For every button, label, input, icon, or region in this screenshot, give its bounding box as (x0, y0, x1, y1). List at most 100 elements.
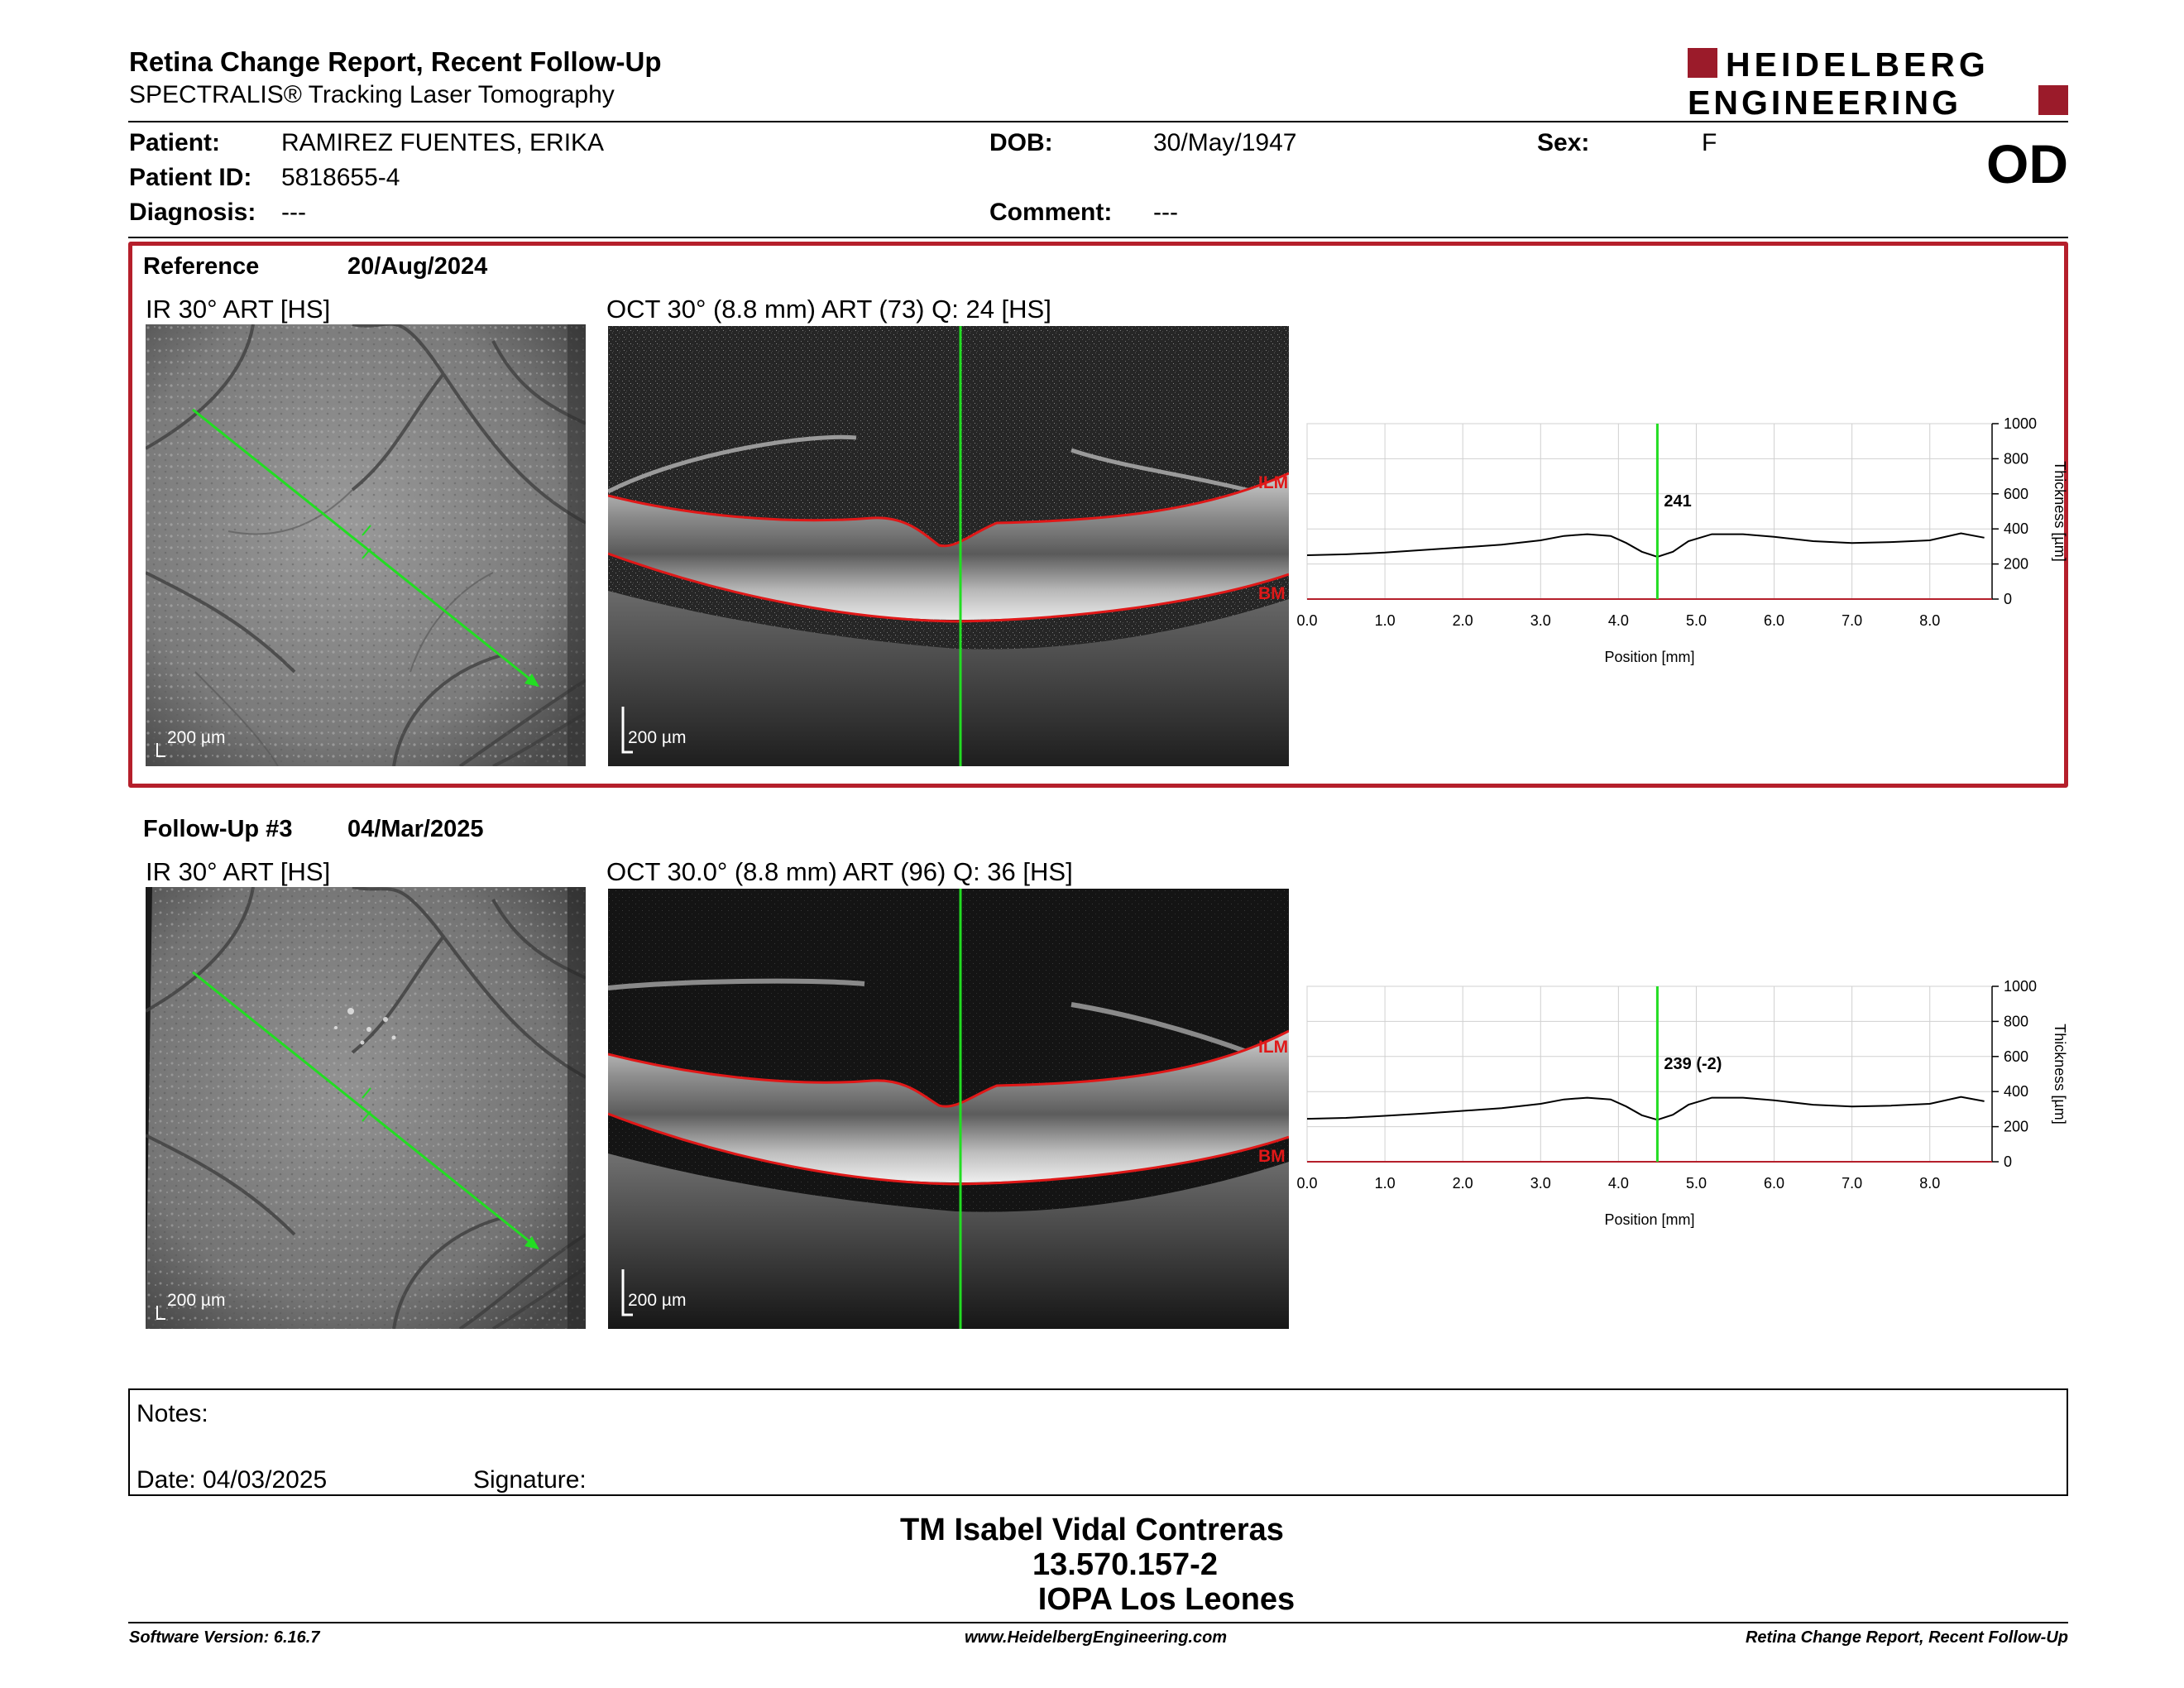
y-axis-label: Thickness [µm] (2052, 1024, 2068, 1124)
y-tick-label: 1000 (2004, 415, 2037, 432)
bm-label: BM (1258, 584, 1286, 603)
reference-label: Reference (143, 253, 260, 280)
y-tick-label: 0 (2004, 1153, 2012, 1170)
notes-date: Date: 04/03/2025 (136, 1466, 328, 1494)
bm-label: BM (1258, 1147, 1286, 1166)
reference-ir-scale: 200 µm (167, 728, 226, 747)
x-tick-label: 4.0 (1608, 1175, 1629, 1192)
x-tick-label: 7.0 (1842, 612, 1862, 629)
patient-id-label: Patient ID: (129, 164, 252, 191)
scale-bar-icon (156, 743, 165, 757)
y-tick-label: 400 (2004, 1083, 2028, 1100)
ilm-line (608, 472, 1289, 548)
x-tick-label: 5.0 (1686, 612, 1707, 629)
x-tick-label: 2.0 (1453, 612, 1473, 629)
signer-id: 13.570.157-2 (1032, 1547, 1218, 1582)
bm-line (608, 552, 1289, 623)
ilm-label: ILM (1258, 473, 1289, 492)
scale-bar-icon (156, 1306, 165, 1320)
y-tick-label: 800 (2004, 1013, 2028, 1029)
x-tick-label: 1.0 (1375, 612, 1396, 629)
heidelberg-logo: HEIDELBERG ENGINEERING (1688, 46, 2068, 117)
reference-date: 20/Aug/2024 (347, 253, 488, 280)
scale-bar-icon (621, 1269, 633, 1316)
diagnosis-value: --- (281, 199, 306, 226)
x-axis-label: Position [mm] (1604, 1211, 1694, 1228)
x-tick-label: 5.0 (1686, 1175, 1707, 1192)
followup-label: Follow-Up #3 (143, 816, 293, 842)
y-tick-label: 600 (2004, 486, 2028, 502)
y-tick-label: 200 (2004, 1119, 2028, 1135)
y-tick-label: 600 (2004, 1048, 2028, 1065)
x-tick-label: 7.0 (1842, 1175, 1862, 1192)
thickness-value-label: 239 (-2) (1664, 1055, 1722, 1073)
x-tick-label: 4.0 (1608, 612, 1629, 629)
notes-label: Notes: (136, 1400, 208, 1427)
website-link[interactable]: www.HeidelbergEngineering.com (965, 1628, 1228, 1647)
thickness-series-line (1306, 532, 1985, 558)
y-tick-label: 200 (2004, 556, 2028, 573)
x-tick-label: 3.0 (1530, 612, 1551, 629)
x-tick-label: 1.0 (1375, 1175, 1396, 1192)
scan-arrow-icon (524, 1236, 539, 1249)
report-subtitle: SPECTRALIS® Tracking Laser Tomography (129, 81, 615, 108)
y-tick-label: 0 (2004, 591, 2012, 607)
diagnosis-label: Diagnosis: (129, 199, 256, 226)
logo-square-top-icon (1688, 48, 1717, 78)
ilm-label: ILM (1258, 1038, 1289, 1057)
eye-indicator: OD (1986, 133, 2068, 194)
report-title: Retina Change Report, Recent Follow-Up (129, 46, 662, 77)
comment-label: Comment: (989, 199, 1113, 226)
notes-box[interactable]: Notes: Date: 04/03/2025 Signature: (128, 1388, 2068, 1496)
patient-name: RAMIREZ FUENTES, ERIKA (281, 129, 605, 156)
followup-oct-label: OCT 30.0° (8.8 mm) ART (96) Q: 36 [HS] (606, 857, 1073, 886)
plot-area (1306, 985, 1993, 1163)
logo-square-bottom-icon (2038, 85, 2068, 115)
logo-text-2: ENGINEERING (1688, 84, 1961, 117)
patient-label: Patient: (129, 129, 221, 156)
reference-ir-image[interactable]: 200 µm (146, 324, 586, 766)
x-tick-label: 3.0 (1530, 1175, 1551, 1192)
reference-frame (128, 242, 2068, 788)
followup-oct-scale: 200 µm (628, 1291, 687, 1310)
scan-line (192, 971, 535, 1247)
patient-divider (128, 237, 2068, 238)
sex-value: F (1702, 129, 1717, 156)
ilm-line (608, 1029, 1289, 1108)
x-tick-label: 0.0 (1296, 612, 1317, 629)
signature-label: Signature: (473, 1466, 587, 1494)
comment-value: --- (1153, 199, 1178, 226)
reference-oct-label: OCT 30° (8.8 mm) ART (73) Q: 24 [HS] (606, 295, 1051, 324)
x-tick-label: 6.0 (1764, 612, 1784, 629)
thickness-series-line (1306, 1096, 1985, 1121)
x-tick-label: 0.0 (1296, 1175, 1317, 1192)
x-tick-label: 6.0 (1764, 1175, 1784, 1192)
logo-text-1: HEIDELBERG (1726, 46, 1990, 84)
sex-label: Sex: (1537, 129, 1590, 156)
followup-thickness-chart: 0.0 1.0 2.0 3.0 4.0 5.0 6.0 7.0 8.0 0 200 400 600 800… (1296, 978, 2068, 1228)
followup-ir-scale: 200 µm (167, 1291, 226, 1310)
scan-line (192, 408, 535, 684)
followup-date: 04/Mar/2025 (347, 816, 484, 842)
x-tick-label: 8.0 (1919, 612, 1940, 629)
reference-oct-image[interactable]: ILM BM 200 µm (608, 326, 1289, 766)
header-divider (128, 121, 2068, 122)
reference-oct-scale: 200 µm (628, 728, 687, 747)
reference-thickness-chart: 0.0 1.0 2.0 3.0 4.0 5.0 6.0 7.0 8.0 0 200 400 600 800… (1296, 415, 2068, 665)
thickness-value-label: 241 (1664, 492, 1691, 511)
followup-oct-image[interactable]: ILM BM 200 µm (608, 889, 1289, 1329)
y-tick-label: 1000 (2004, 978, 2037, 995)
y-axis-label: Thickness [µm] (2052, 461, 2068, 561)
x-tick-label: 2.0 (1453, 1175, 1473, 1192)
x-tick-label: 8.0 (1919, 1175, 1940, 1192)
followup-ir-label: IR 30° ART [HS] (146, 857, 331, 886)
y-tick-label: 400 (2004, 520, 2028, 537)
footer-divider (128, 1622, 2068, 1623)
x-axis-label: Position [mm] (1604, 649, 1694, 665)
signer-institution: IOPA Los Leones (1037, 1582, 1296, 1617)
software-version: Software Version: 6.16.7 (129, 1628, 320, 1647)
dob-label: DOB: (989, 129, 1053, 156)
dob-value: 30/May/1947 (1153, 129, 1297, 156)
followup-ir-image[interactable]: 200 µm (146, 887, 586, 1329)
patient-id: 5818655-4 (281, 164, 400, 191)
